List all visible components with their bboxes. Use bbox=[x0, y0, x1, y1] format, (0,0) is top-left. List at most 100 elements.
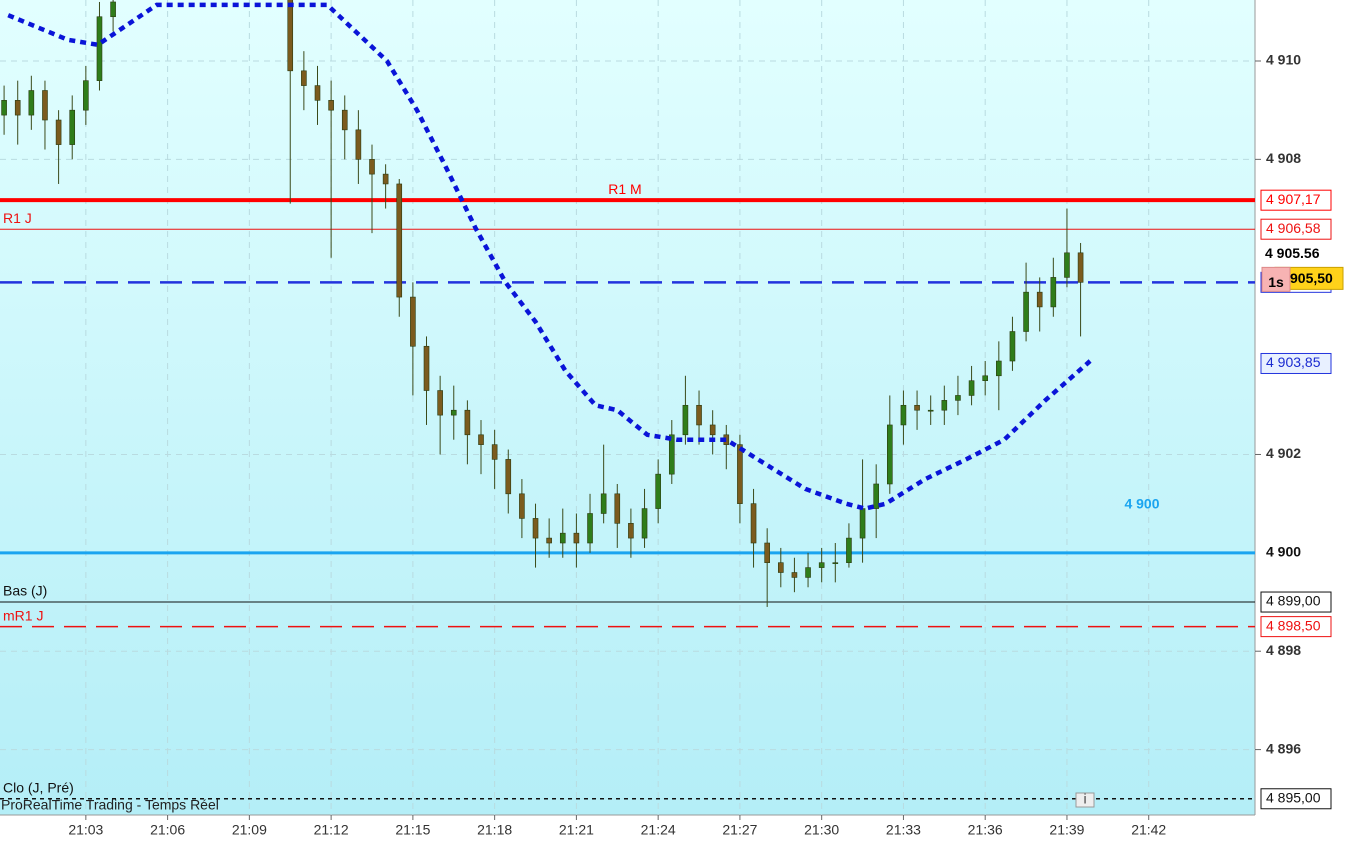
candle-body bbox=[96, 16, 103, 81]
y-tick-label: 4 902 bbox=[1266, 445, 1301, 461]
grid bbox=[0, 0, 1255, 815]
candle-body bbox=[355, 129, 362, 160]
candle-body bbox=[859, 508, 866, 539]
candle-body bbox=[764, 542, 770, 563]
candle-body bbox=[900, 404, 907, 426]
x-tick-label: 21:12 bbox=[314, 822, 349, 838]
x-tick-label: 21:06 bbox=[150, 822, 185, 838]
price-box-label: 905,50 bbox=[1290, 270, 1333, 286]
level-tag: 4 895,00 bbox=[1266, 789, 1321, 805]
candle-body bbox=[914, 404, 920, 411]
level-tag-box bbox=[1260, 616, 1332, 638]
candle-body bbox=[519, 493, 525, 519]
info-icon-glyph[interactable]: i bbox=[1083, 791, 1086, 807]
x-tick-label: 21:36 bbox=[968, 822, 1003, 838]
y-tick-label: 4 896 bbox=[1266, 740, 1301, 756]
timeframe-label: 1s bbox=[1268, 274, 1284, 290]
y-tick-label: 4 908 bbox=[1266, 150, 1301, 166]
candle-body bbox=[846, 537, 852, 563]
plot-background bbox=[0, 0, 1255, 815]
candle-body bbox=[110, 1, 116, 18]
info-icon[interactable] bbox=[1075, 792, 1095, 808]
candle-body bbox=[505, 459, 512, 495]
level-name: Bas (J) bbox=[3, 583, 47, 599]
moving-average bbox=[7, 2, 1092, 511]
candle-body bbox=[791, 572, 798, 578]
candle-body bbox=[478, 434, 484, 445]
candle-body bbox=[696, 404, 702, 426]
levels bbox=[0, 198, 1255, 800]
candle-body bbox=[668, 434, 675, 475]
x-tick-label: 21:18 bbox=[477, 822, 512, 838]
x-tick-label: 21:27 bbox=[722, 822, 757, 838]
level-tag: 4 906,58 bbox=[1266, 220, 1321, 236]
x-tick-label: 21:15 bbox=[395, 822, 430, 838]
level-tag: 4 900 bbox=[1266, 544, 1301, 560]
candle-body bbox=[314, 85, 321, 101]
y-tick-label: 4 898 bbox=[1266, 642, 1301, 658]
level-tag-box bbox=[1260, 788, 1332, 810]
x-tick-label: 21:24 bbox=[641, 822, 676, 838]
labels: 4 896 4 898 4 902 4 908 4 910 21:03 21:06 21:09… bbox=[3, 52, 1345, 838]
x-tick-label: 21:39 bbox=[1049, 822, 1084, 838]
x-tick-label: 21:21 bbox=[559, 822, 594, 838]
candle-body bbox=[423, 345, 430, 391]
level-name: Clo (J, Pré) bbox=[3, 779, 74, 795]
candle-body bbox=[1050, 277, 1057, 308]
ma-tag-box bbox=[1260, 352, 1332, 374]
level-name: R1 J bbox=[3, 210, 32, 226]
candle-body bbox=[1, 100, 7, 116]
candle-body bbox=[382, 173, 389, 185]
candle-body bbox=[750, 503, 757, 544]
candle-body bbox=[682, 404, 689, 436]
candle-body bbox=[996, 360, 1002, 377]
candle-body bbox=[641, 508, 648, 539]
candle-body bbox=[301, 70, 307, 86]
candle-body bbox=[968, 380, 975, 396]
candle-body bbox=[832, 562, 839, 564]
candle-body bbox=[14, 100, 21, 116]
axis-background bbox=[1255, 0, 1345, 843]
timeframe-box bbox=[1261, 266, 1291, 292]
level-tag-box bbox=[1260, 591, 1332, 613]
candle-body bbox=[1064, 252, 1070, 278]
candle-body bbox=[559, 532, 566, 544]
level-tag-box bbox=[1260, 189, 1332, 211]
candle-body bbox=[328, 100, 334, 111]
candle-body bbox=[287, 0, 294, 72]
candle-body bbox=[546, 537, 552, 544]
level-tag: 4 907,17 bbox=[1266, 191, 1321, 207]
candle-body bbox=[573, 532, 580, 544]
candle-body bbox=[927, 409, 934, 412]
candle-body bbox=[982, 375, 988, 381]
candle-body bbox=[464, 409, 471, 436]
price-bg bbox=[1258, 242, 1345, 265]
x-tick-label: 21:33 bbox=[886, 822, 921, 838]
candle-body bbox=[941, 400, 948, 411]
candle-body bbox=[777, 562, 784, 573]
candle-body bbox=[737, 444, 743, 504]
current-price: 4 905.56 bbox=[1265, 245, 1320, 261]
candle-body bbox=[1009, 331, 1016, 362]
y-tick-label: 4 910 bbox=[1266, 52, 1301, 68]
candle-body bbox=[341, 109, 348, 131]
level-tag: 4 899,00 bbox=[1266, 593, 1321, 609]
candle-body bbox=[437, 390, 443, 416]
candle-body bbox=[955, 395, 961, 401]
candle-body bbox=[1077, 252, 1084, 283]
candle-body bbox=[873, 483, 879, 509]
ma-tag: 4 903,85 bbox=[1266, 354, 1321, 370]
candle-body bbox=[491, 444, 498, 460]
candle-body bbox=[805, 567, 811, 578]
candle-body bbox=[450, 409, 457, 416]
moving-average-line bbox=[7, 2, 1092, 511]
candle-body bbox=[628, 523, 634, 539]
candle-body bbox=[42, 90, 48, 121]
candle-body bbox=[396, 183, 403, 298]
candle-body bbox=[818, 562, 825, 568]
candle-body bbox=[709, 424, 716, 436]
level-name: R1 M bbox=[608, 181, 641, 197]
level-tag-box bbox=[1260, 218, 1332, 240]
candles bbox=[1, 0, 1084, 607]
